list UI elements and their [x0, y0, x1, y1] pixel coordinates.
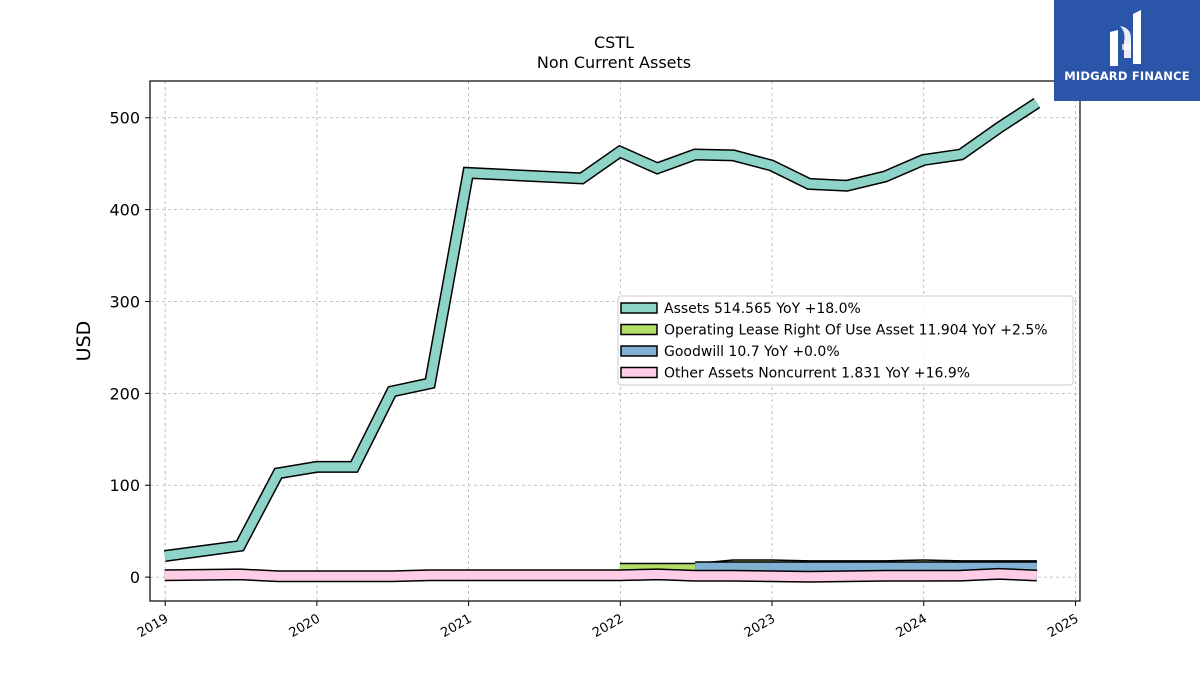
- legend-swatch: [620, 302, 658, 314]
- legend-label: Assets 514.565 YoY +18.0%: [664, 301, 861, 317]
- legend-label: Operating Lease Right Of Use Asset 11.90…: [664, 323, 1048, 339]
- y-axis-label: USD: [73, 321, 95, 362]
- series-line: [164, 99, 1040, 561]
- x-tick-label: 2023: [742, 611, 778, 641]
- plot-frame: [149, 80, 1081, 602]
- legend-label: Other Assets Noncurrent 1.831 YoY +16.9%: [664, 366, 970, 382]
- x-tick-label: 2019: [135, 611, 171, 641]
- y-tick-label: 0: [130, 568, 140, 587]
- y-tick-label: 300: [109, 292, 140, 311]
- chart-subtitle: Non Current Assets: [537, 53, 691, 72]
- chart-title: CSTL: [594, 33, 634, 52]
- x-tick-label: 2021: [438, 611, 474, 641]
- logo-mark-icon: [1110, 10, 1141, 66]
- legend-label: Goodwill 10.7 YoY +0.0%: [664, 344, 840, 360]
- x-tick-label: 2022: [590, 611, 626, 641]
- legend-swatch: [620, 366, 658, 379]
- legend-box: [617, 295, 1074, 386]
- legend-swatch: [620, 345, 658, 357]
- legend-swatch: [620, 323, 658, 336]
- brand-logo: MIDGARD FINANCE: [1054, 0, 1200, 101]
- y-tick-label: 200: [109, 384, 140, 403]
- y-tick-label: 500: [109, 109, 140, 128]
- series-line: [164, 569, 1038, 582]
- x-tick-label: 2024: [894, 611, 930, 641]
- y-tick-label: 100: [109, 476, 140, 495]
- x-tick-label: 2020: [287, 611, 323, 641]
- x-tick-label: 2025: [1045, 611, 1081, 641]
- y-tick-label: 400: [109, 201, 140, 220]
- logo-text: MIDGARD FINANCE: [1064, 69, 1190, 83]
